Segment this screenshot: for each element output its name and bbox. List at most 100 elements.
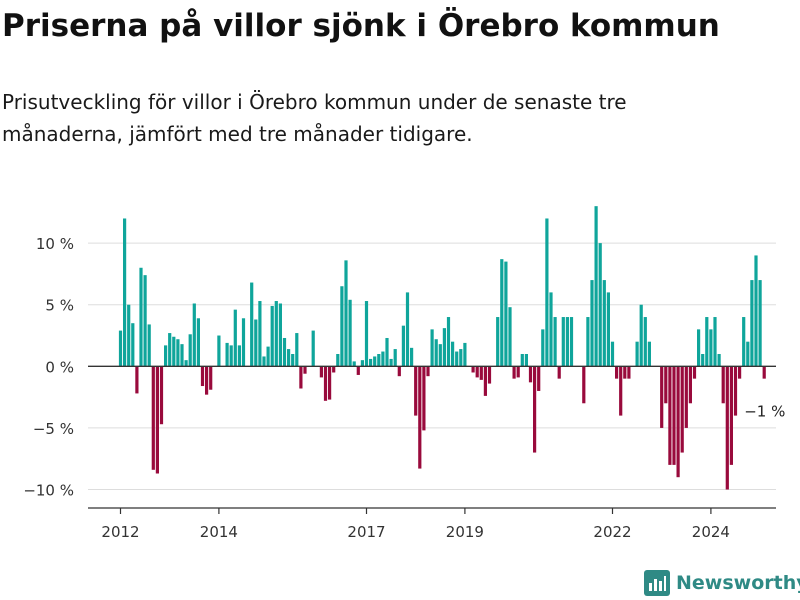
bar — [303, 366, 307, 374]
bar — [250, 282, 254, 367]
bar — [590, 280, 594, 367]
bar — [200, 366, 205, 387]
bar — [586, 317, 590, 367]
bar — [479, 366, 483, 380]
bar — [369, 358, 373, 367]
bar — [217, 335, 221, 367]
bar — [471, 366, 475, 373]
brand-logo[interactable]: Newsworthy — [644, 570, 800, 596]
bar — [676, 366, 680, 478]
bar — [729, 366, 733, 465]
bar — [758, 280, 762, 367]
bar — [697, 329, 701, 367]
bar — [553, 317, 557, 367]
brand-name: Newsworthy — [676, 572, 800, 594]
bar — [639, 304, 643, 367]
bar — [270, 305, 274, 367]
y-tick-label: −5 % — [33, 420, 74, 438]
y-tick-label: 0 % — [45, 358, 74, 376]
x-tick-label: 2022 — [593, 523, 631, 541]
bar — [733, 366, 738, 416]
bar — [348, 299, 352, 367]
bar — [680, 366, 684, 453]
bar — [410, 347, 414, 367]
bar — [623, 366, 627, 379]
bar — [143, 275, 147, 367]
bar — [619, 366, 623, 416]
bar — [319, 366, 323, 378]
bar — [237, 345, 241, 367]
bar — [352, 361, 356, 367]
bar — [278, 303, 282, 367]
bar — [209, 366, 213, 390]
bar — [569, 317, 574, 367]
bar — [176, 339, 180, 367]
annotation-label: −1 % — [744, 403, 785, 421]
y-tick-label: 10 % — [36, 235, 74, 253]
bar — [164, 345, 168, 367]
bar — [241, 318, 246, 367]
bar — [455, 351, 459, 367]
bars — [118, 206, 766, 490]
bar — [565, 317, 569, 367]
bar — [524, 354, 528, 367]
bar — [459, 349, 463, 367]
bar — [647, 341, 651, 367]
bar — [287, 349, 291, 367]
bar — [541, 329, 545, 367]
bar — [672, 366, 676, 465]
bar — [377, 354, 381, 367]
bar — [606, 292, 610, 367]
bar — [668, 366, 672, 465]
bar — [754, 255, 758, 367]
bar — [500, 259, 504, 367]
bar — [475, 366, 479, 378]
bar — [446, 317, 451, 367]
y-tick-label: 5 % — [45, 297, 74, 315]
bar — [713, 317, 717, 367]
bar — [139, 267, 143, 367]
bar — [123, 218, 127, 367]
bar — [328, 366, 332, 400]
bar — [414, 366, 418, 416]
bar — [746, 341, 750, 367]
bar — [635, 341, 639, 367]
bar — [340, 286, 344, 367]
bar — [533, 366, 537, 453]
bar — [504, 261, 508, 367]
bar — [627, 366, 631, 379]
bar — [188, 334, 192, 367]
bar — [561, 317, 565, 367]
bar — [516, 366, 520, 378]
bar — [520, 354, 524, 367]
bar — [688, 366, 692, 404]
x-tick-label: 2012 — [101, 523, 139, 541]
bar — [405, 292, 410, 367]
bar — [528, 366, 533, 383]
bar — [254, 319, 258, 367]
bar — [434, 339, 438, 367]
bar — [373, 356, 377, 367]
bar — [401, 325, 405, 367]
bar — [430, 329, 434, 367]
bar — [258, 301, 262, 367]
bar — [323, 366, 328, 401]
bar — [549, 292, 553, 367]
bar — [233, 309, 237, 367]
bar — [192, 303, 196, 367]
bar — [725, 366, 729, 490]
bar — [598, 243, 602, 367]
bar — [184, 360, 188, 367]
bar — [262, 356, 266, 367]
bar — [750, 280, 754, 367]
bar — [168, 333, 172, 367]
bar — [684, 366, 688, 428]
bar — [295, 333, 299, 367]
bar — [196, 318, 200, 367]
bar — [422, 366, 426, 431]
bar — [512, 366, 516, 379]
bar — [451, 341, 455, 367]
bar — [274, 301, 278, 367]
bar — [127, 304, 131, 367]
